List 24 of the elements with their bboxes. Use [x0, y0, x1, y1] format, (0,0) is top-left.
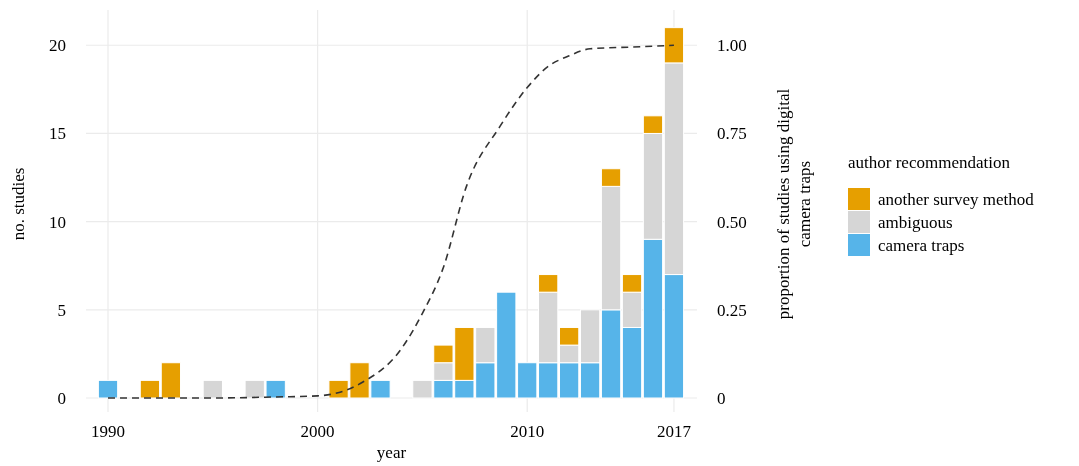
x-tick-label: 2010: [510, 422, 545, 441]
bar: [202, 379, 223, 399]
line-series: [107, 44, 675, 399]
x-axis-title: year: [376, 443, 407, 462]
y-tick-label: 10: [49, 212, 66, 232]
legend-title: author recommendation: [848, 153, 1011, 172]
legend-label: another survey method: [878, 190, 1035, 209]
y2-axis-title: proportion of studies using digital camera traps: [774, 88, 814, 320]
legend-label: camera traps: [878, 236, 965, 255]
y-tick-label: 20: [49, 36, 66, 56]
y-tick-label: 0: [57, 389, 66, 408]
y-tick-label: 5: [57, 300, 66, 320]
y2-tick-label: 1.00: [717, 36, 747, 56]
y-tick-label: 15: [49, 124, 66, 144]
y2-tick-label: 0.75: [717, 124, 747, 144]
y2-tick-label: 0: [717, 389, 726, 408]
y-axis-title: no. studies: [9, 167, 28, 241]
y2-tick-label: 0.25: [717, 300, 747, 320]
y2-tick-label: 0.50: [717, 212, 747, 232]
bar: [97, 379, 119, 399]
x-tick-label: 2000: [300, 422, 335, 441]
legend-label: ambiguous: [878, 213, 953, 232]
x-tick-label: 2017: [656, 422, 692, 441]
x-tick-label: 1990: [91, 422, 126, 441]
